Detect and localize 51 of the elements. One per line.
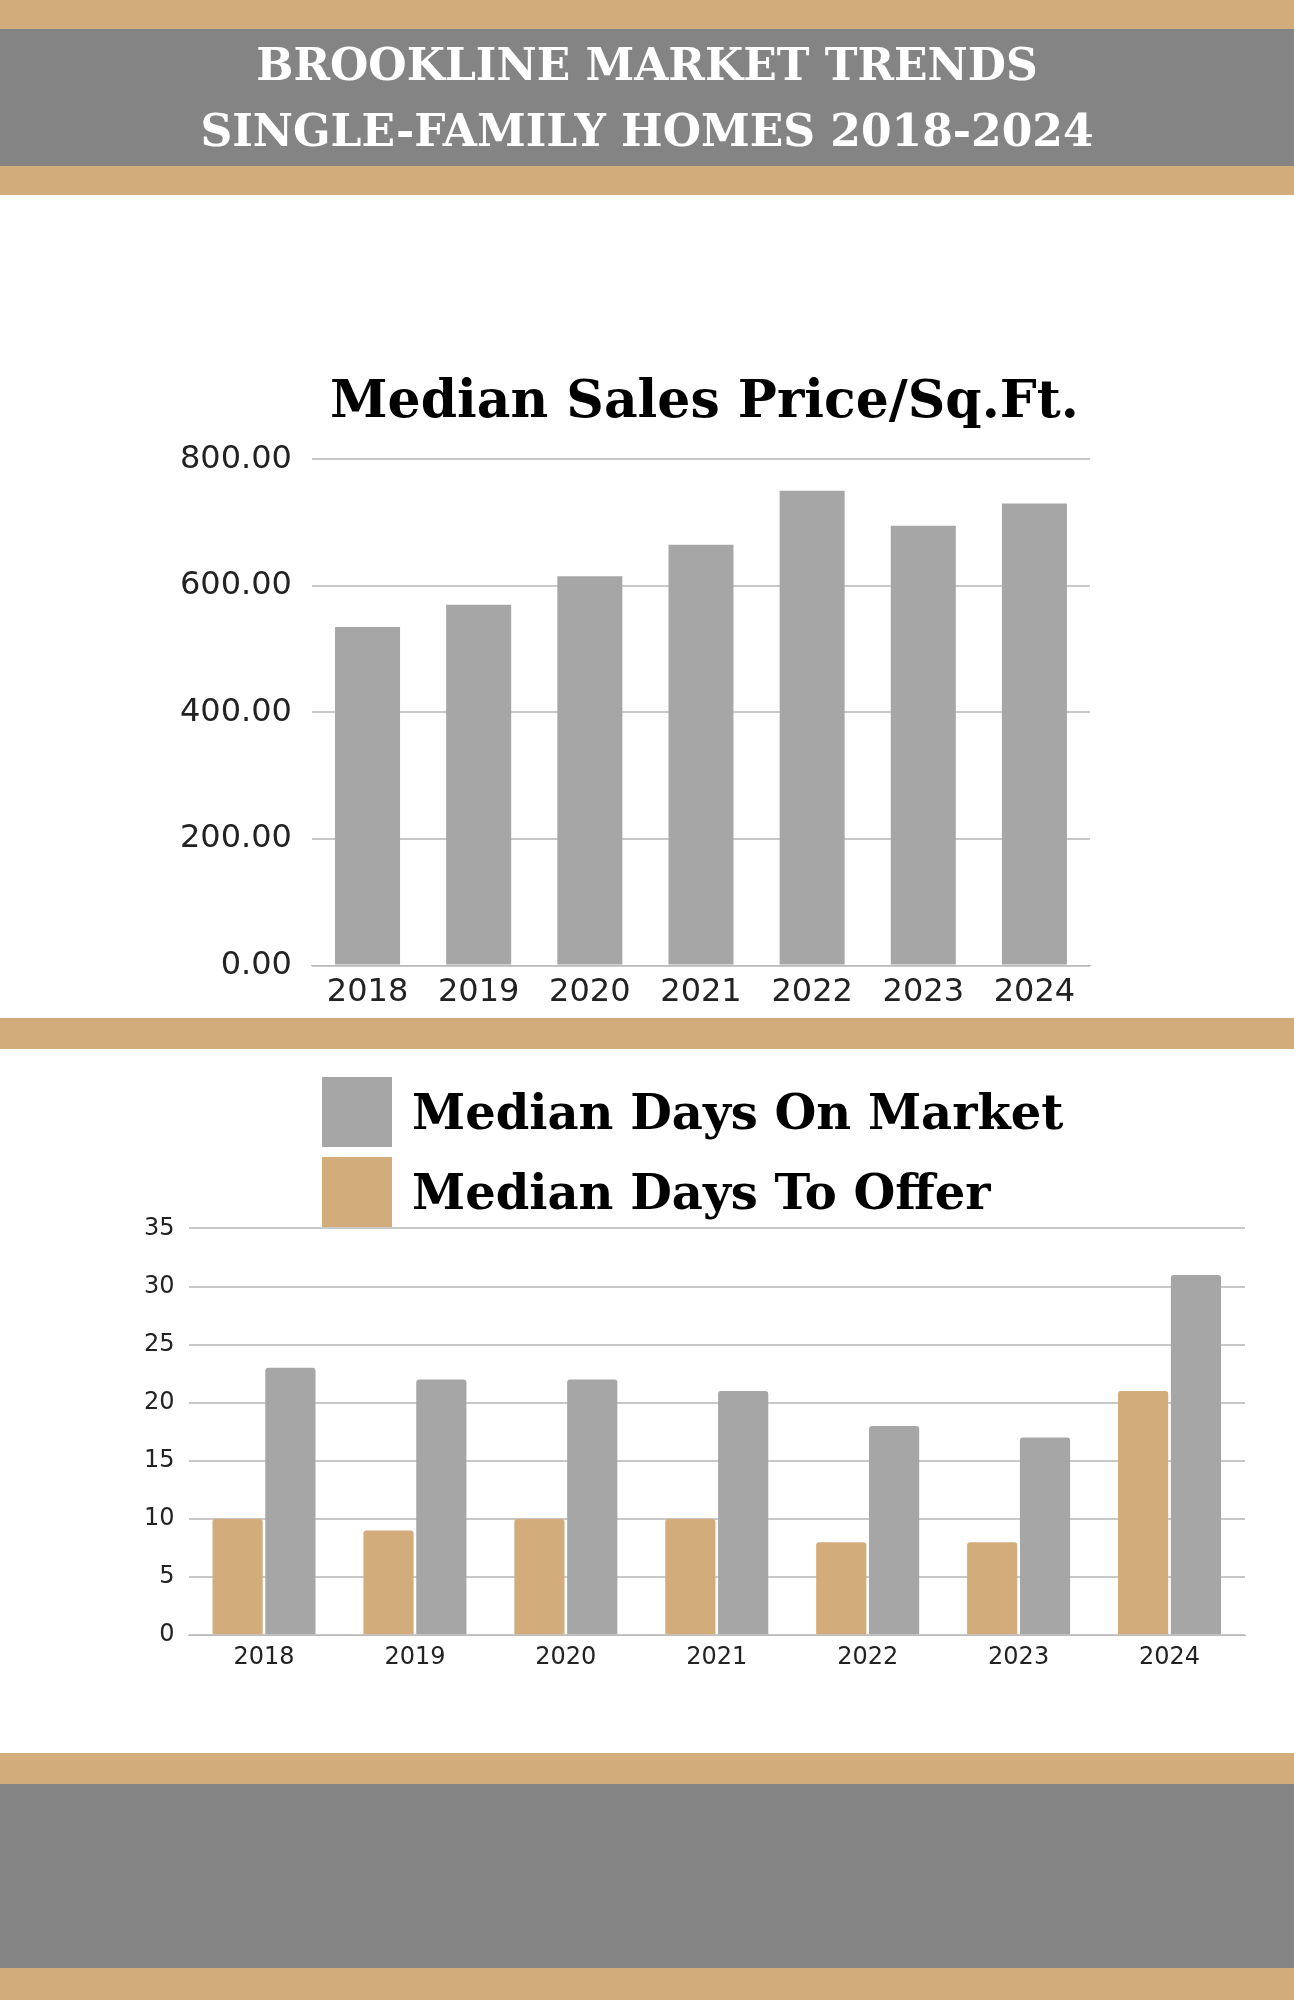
x-tick-label: 2021 xyxy=(686,1641,748,1670)
y-tick-label: 25 xyxy=(143,1328,175,1357)
y-tick-label: 15 xyxy=(143,1445,175,1474)
x-tick-label: 2020 xyxy=(549,971,631,1010)
bar xyxy=(446,604,512,965)
y-tick-label: 200.00 xyxy=(180,817,292,856)
x-tick-label: 2024 xyxy=(993,971,1076,1010)
bar xyxy=(363,1530,414,1635)
y-tick-label: 800.00 xyxy=(180,437,292,476)
y-tick-label: 30 xyxy=(143,1270,175,1299)
x-tick-label: 2024 xyxy=(1139,1641,1201,1670)
bar xyxy=(1001,503,1067,965)
chart-subtitle: Median Sales Price/Sq.Ft. xyxy=(330,368,1079,429)
bar xyxy=(665,1518,716,1635)
y-tick-label: 35 xyxy=(143,1212,175,1241)
bar xyxy=(335,626,401,965)
x-tick-label: 2022 xyxy=(771,971,853,1010)
bar xyxy=(514,1518,565,1635)
bar xyxy=(1019,1437,1071,1635)
bar xyxy=(1170,1274,1222,1635)
y-tick-label: 10 xyxy=(143,1503,175,1532)
bar xyxy=(1118,1391,1169,1635)
bar xyxy=(967,1542,1018,1635)
x-tick-label: 2019 xyxy=(384,1641,446,1670)
x-tick-label: 2018 xyxy=(326,971,409,1010)
bar xyxy=(869,1425,920,1635)
y-tick-label: 400.00 xyxy=(180,690,292,729)
y-tick-label: 20 xyxy=(143,1386,175,1415)
y-tick-label: 0.00 xyxy=(220,943,292,982)
x-tick-label: 2020 xyxy=(535,1641,597,1670)
bar xyxy=(890,525,956,965)
y-tick-label: 5 xyxy=(159,1561,175,1590)
x-tick-label: 2023 xyxy=(882,971,964,1010)
bar xyxy=(718,1391,769,1635)
legend-label: Median Days To Offer xyxy=(412,1164,991,1220)
x-tick-label: 2021 xyxy=(660,971,742,1010)
bar xyxy=(416,1379,467,1635)
bar xyxy=(567,1379,618,1635)
bar xyxy=(265,1367,316,1635)
bar xyxy=(212,1518,263,1635)
x-tick-label: 2023 xyxy=(988,1641,1050,1670)
x-tick-label: 2022 xyxy=(837,1641,899,1670)
x-tick-label: 2019 xyxy=(437,971,520,1010)
legend-label: Median Days On Market xyxy=(412,1084,1064,1140)
x-tick-label: 2018 xyxy=(233,1641,295,1670)
bar xyxy=(557,576,623,965)
bar xyxy=(816,1542,867,1635)
bar xyxy=(779,490,845,965)
bar xyxy=(668,544,734,965)
y-tick-label: 0 xyxy=(159,1619,175,1648)
y-tick-label: 600.00 xyxy=(180,564,292,603)
